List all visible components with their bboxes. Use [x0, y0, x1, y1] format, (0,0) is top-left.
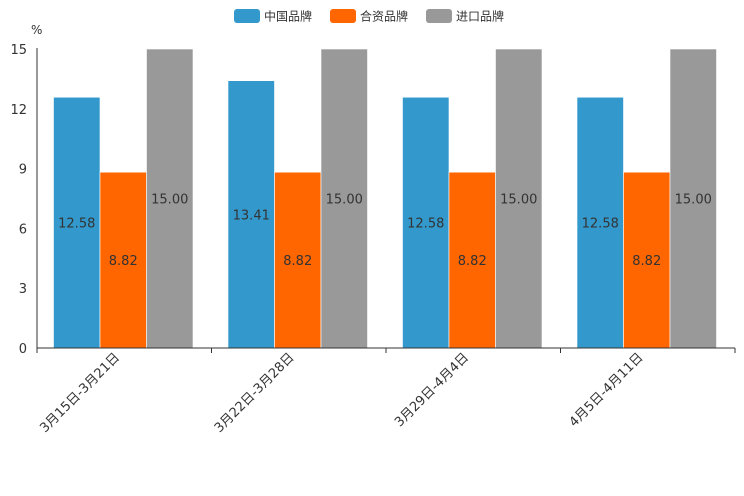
data-label: 8.82: [458, 254, 487, 269]
legend-item-2[interactable]: 合资品牌: [330, 9, 408, 24]
x-tick-label: 4月5日-4月11日: [567, 350, 647, 430]
legend-swatch: [234, 9, 260, 23]
y-tick-label: 3: [19, 282, 27, 297]
data-label: 12.58: [58, 217, 95, 232]
y-axis: 0 3 6 9 12 15: [10, 43, 38, 357]
y-tick-label: 6: [19, 222, 27, 237]
x-tick-label: 3月22日-3月28日: [212, 350, 298, 436]
y-tick-label: 15: [10, 43, 27, 58]
y-tick-label: 12: [10, 103, 27, 118]
data-label: 8.82: [283, 254, 312, 269]
data-label: 12.58: [582, 217, 619, 232]
legend-label: 进口品牌: [456, 10, 504, 24]
legend-swatch: [330, 9, 356, 23]
data-label: 15.00: [675, 193, 712, 208]
legend-label: 中国品牌: [264, 9, 312, 24]
bar-2-4: [623, 171, 671, 349]
bar-2-1: [99, 171, 147, 349]
x-tick-label: 3月29日-4月4日: [392, 350, 472, 430]
x-axis: 3月15日-3月21日 3月22日-3月28日 3月29日-4月4日 4月5日-4月1…: [36, 347, 736, 436]
data-label: 8.82: [109, 254, 138, 269]
data-label: 12.58: [407, 217, 444, 232]
legend-item-1[interactable]: 中国品牌: [234, 9, 312, 24]
chart-legend[interactable]: 中国品牌 合资品牌 进口品牌: [234, 9, 504, 24]
y-axis-unit-label: %: [31, 23, 42, 37]
bar-1-4: [576, 96, 624, 349]
legend-swatch: [426, 9, 452, 23]
legend-label: 合资品牌: [360, 9, 408, 24]
data-label: 15.00: [500, 193, 537, 208]
y-tick-label: 0: [19, 342, 27, 357]
data-label: 15.00: [326, 193, 363, 208]
bar-2-3: [448, 171, 496, 349]
bar-3-3: [495, 48, 543, 349]
bars-group: 12.58 8.82 15.00 13.41 8.82 15.00 12.58 8.82 15.…: [53, 48, 717, 349]
data-label: 8.82: [632, 254, 661, 269]
data-label: 13.41: [233, 208, 270, 223]
y-tick-label: 9: [19, 163, 27, 178]
bar-3-4: [669, 48, 717, 349]
data-label: 15.00: [151, 193, 188, 208]
bar-3-2: [320, 48, 368, 349]
x-tick-label: 3月15日-3月21日: [37, 350, 123, 436]
legend-item-3[interactable]: 进口品牌: [426, 9, 504, 24]
